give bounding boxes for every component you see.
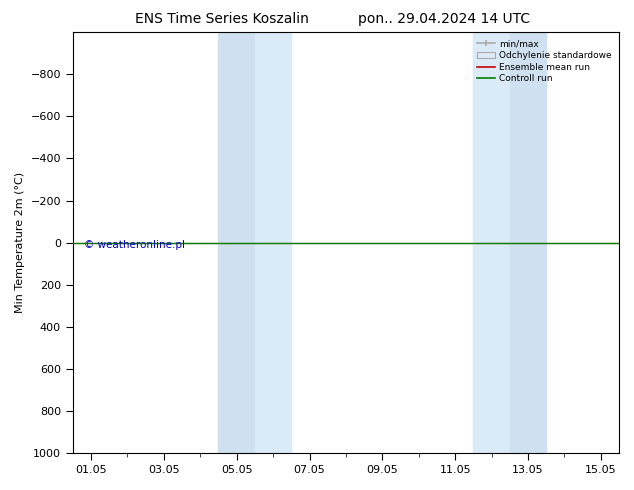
Bar bbox=[255, 32, 291, 453]
Y-axis label: Min Temperature 2m (°C): Min Temperature 2m (°C) bbox=[15, 172, 25, 313]
Bar bbox=[219, 32, 255, 453]
Bar bbox=[510, 32, 546, 453]
Legend: min/max, Odchylenie standardowe, Ensemble mean run, Controll run: min/max, Odchylenie standardowe, Ensembl… bbox=[474, 37, 614, 86]
Text: pon.. 29.04.2024 14 UTC: pon.. 29.04.2024 14 UTC bbox=[358, 12, 530, 26]
Text: ENS Time Series Koszalin: ENS Time Series Koszalin bbox=[135, 12, 309, 26]
Bar bbox=[474, 32, 510, 453]
Text: © weatheronline.pl: © weatheronline.pl bbox=[84, 240, 184, 250]
